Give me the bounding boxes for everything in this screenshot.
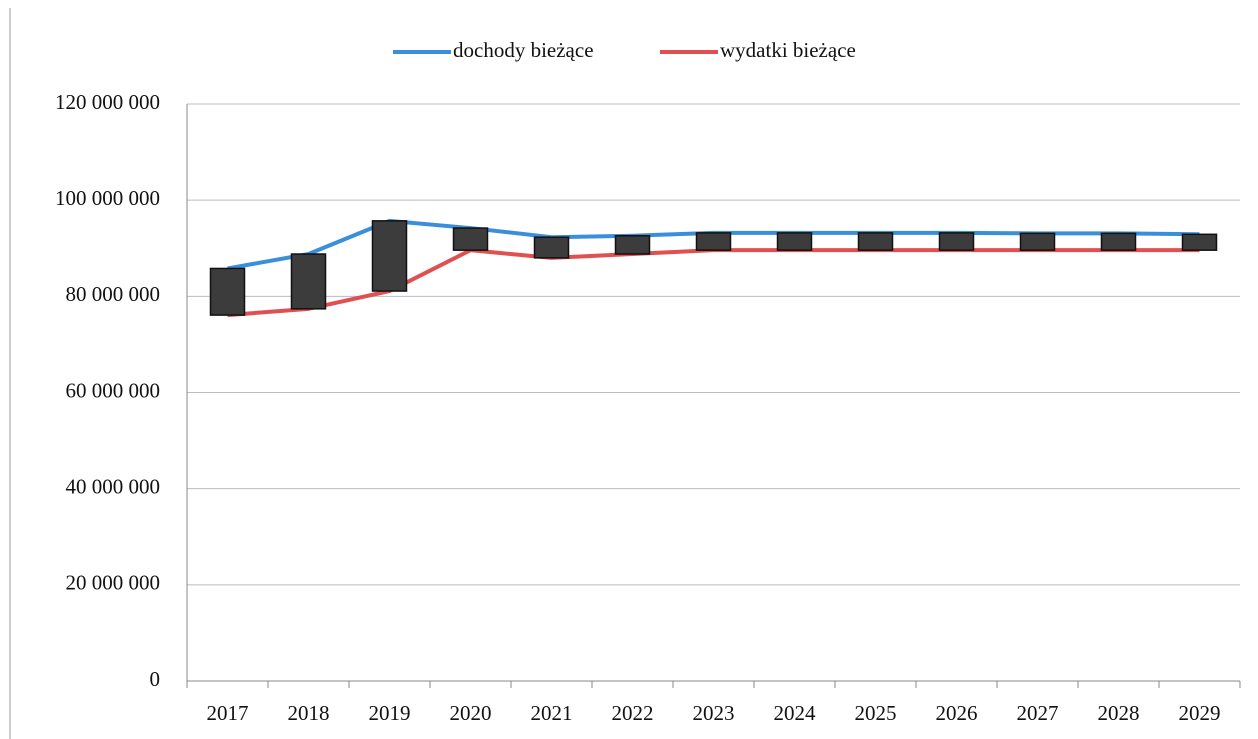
up-down-bar	[533, 236, 570, 259]
up-down-bar	[1100, 232, 1137, 251]
up-down-bar	[290, 253, 327, 310]
x-tick-label: 2018	[288, 701, 330, 725]
x-tick-label: 2028	[1098, 701, 1140, 725]
up-down-bar	[209, 267, 246, 316]
y-tick-label: 40 000 000	[66, 474, 161, 498]
up-down-bar	[695, 232, 732, 251]
up-down-bar	[938, 232, 975, 251]
up-down-bar	[776, 232, 813, 251]
x-tick-label: 2025	[855, 701, 897, 725]
x-tick-label: 2026	[936, 701, 978, 725]
x-tick-label: 2024	[774, 701, 817, 725]
x-tick-label: 2017	[207, 701, 249, 725]
y-tick-label: 120 000 000	[55, 90, 160, 114]
up-down-bar	[857, 232, 894, 251]
legend-label: dochody bieżące	[453, 38, 594, 62]
up-down-bar	[1019, 232, 1056, 251]
up-down-bar	[371, 220, 408, 292]
x-tick-label: 2022	[612, 701, 654, 725]
x-tick-label: 2023	[693, 701, 735, 725]
up-down-bar	[614, 234, 651, 255]
x-tick-label: 2027	[1017, 701, 1059, 725]
x-tick-label: 2029	[1179, 701, 1221, 725]
y-tick-label: 20 000 000	[66, 571, 161, 595]
y-tick-label: 100 000 000	[55, 186, 160, 210]
y-tick-label: 80 000 000	[66, 282, 161, 306]
x-tick-label: 2021	[531, 701, 573, 725]
x-tick-label: 2020	[450, 701, 492, 725]
up-down-bar	[452, 227, 489, 251]
x-tick-label: 2019	[369, 701, 411, 725]
y-tick-label: 0	[150, 667, 161, 691]
y-tick-label: 60 000 000	[66, 378, 161, 402]
up-down-bar	[1181, 233, 1218, 251]
legend-label: wydatki bieżące	[720, 38, 856, 62]
